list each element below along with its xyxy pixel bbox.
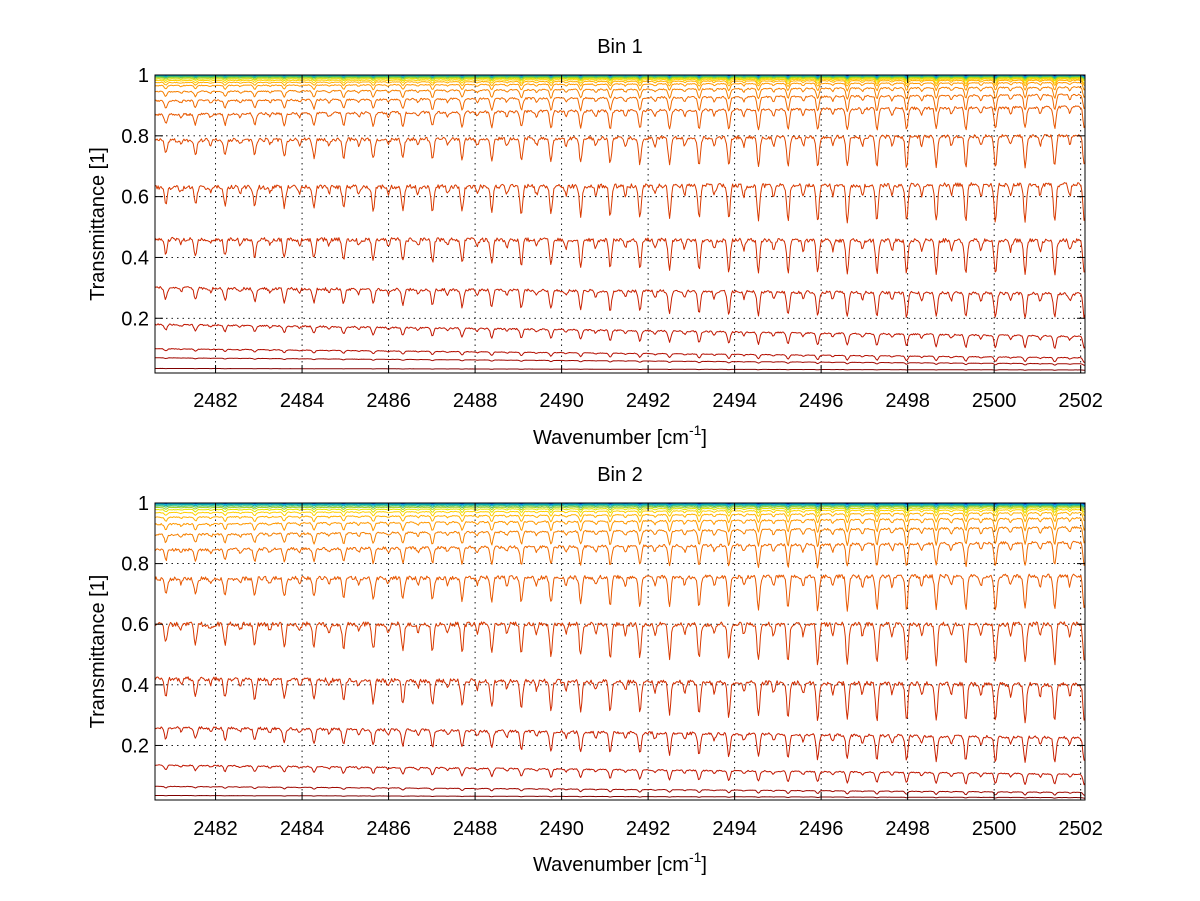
x-tick-label: 2492 (626, 390, 671, 412)
series-line (154, 511, 1086, 524)
x-tick-label: 2498 (885, 390, 930, 412)
y-tick-label: 0.6 (121, 187, 149, 209)
series-line (154, 507, 1086, 514)
series-line (155, 79, 1085, 87)
series-line (154, 367, 1085, 371)
series-line (154, 182, 1086, 224)
x-tick-label: 2492 (626, 818, 671, 840)
series-line (154, 86, 1086, 100)
x-tick-label: 2502 (1058, 390, 1103, 412)
series-line (154, 504, 1086, 508)
series-line (154, 506, 1086, 511)
series-line (155, 76, 1086, 81)
series-line (154, 78, 1086, 85)
plot-frame (154, 502, 1086, 801)
series-line (154, 621, 1085, 667)
x-tick-label: 2488 (453, 818, 498, 840)
x-tick-label: 2490 (539, 818, 584, 840)
y-tick-label: 0.8 (121, 126, 149, 148)
series-line (154, 348, 1086, 363)
x-tick-label: 2500 (972, 818, 1017, 840)
series-line (154, 676, 1086, 724)
chart-title: Bin 1 (597, 36, 643, 58)
x-axis-label: Wavenumber [cm-1] (533, 849, 707, 876)
x-tick-label: 2484 (280, 818, 325, 840)
y-tick-label: 0.4 (121, 675, 149, 697)
series-line (154, 503, 1086, 506)
y-tick-label: 1 (138, 65, 149, 87)
y-tick-label: 0.2 (121, 735, 149, 757)
x-axis-label: Wavenumber [cm-1] (533, 422, 707, 449)
series-line (154, 573, 1086, 612)
x-tick-label: 2496 (799, 390, 844, 412)
series-line (154, 93, 1086, 112)
x-tick-label: 2502 (1058, 818, 1103, 840)
y-tick-label: 0.4 (121, 247, 149, 269)
x-axis-label-suffix: ] (701, 427, 707, 449)
x-tick-label: 2498 (885, 818, 930, 840)
x-tick-label: 2488 (453, 390, 498, 412)
x-tick-label: 2482 (193, 818, 238, 840)
x-tick-label: 2490 (539, 390, 584, 412)
x-tick-label: 2482 (193, 390, 238, 412)
series-line (154, 764, 1086, 786)
x-tick-label: 2484 (280, 390, 325, 412)
series-line (154, 236, 1086, 276)
y-tick-label: 0.8 (121, 554, 149, 576)
x-axis-label-main: Wavenumber [cm (533, 427, 689, 449)
series-line (154, 105, 1086, 131)
y-tick-label: 0.6 (121, 614, 149, 636)
y-axis-label: Transmittance [1] (87, 575, 109, 729)
series-line (154, 505, 1086, 509)
x-tick-label: 2494 (712, 818, 757, 840)
y-tick-label: 0.2 (121, 308, 149, 330)
series-line (154, 540, 1086, 569)
series-line (154, 81, 1086, 92)
series-line (154, 526, 1086, 547)
series-line (154, 517, 1086, 533)
series-line (155, 76, 1086, 80)
series-line (154, 785, 1086, 796)
plot-frame (154, 74, 1086, 374)
series-line (155, 795, 1086, 799)
x-tick-label: 2494 (712, 390, 757, 412)
x-tick-label: 2486 (366, 818, 411, 840)
chart-title: Bin 2 (597, 464, 643, 486)
x-axis-label-suffix: ] (701, 854, 707, 876)
x-tick-label: 2500 (972, 390, 1017, 412)
series-line (154, 508, 1086, 518)
series-line (154, 77, 1085, 82)
chart-panel-bin-1: 2482 2484 2486 2488 2490 2492 2494 2496 2498 2500… (87, 36, 1103, 449)
y-axis-label: Transmittance [1] (87, 147, 109, 301)
series-line (154, 133, 1086, 169)
series-line (154, 323, 1086, 349)
series-line (154, 286, 1086, 319)
x-axis-label-superscript: -1 (689, 422, 702, 438)
x-axis-label-main: Wavenumber [cm (533, 854, 689, 876)
x-tick-label: 2496 (799, 818, 844, 840)
x-axis-label-superscript: -1 (689, 849, 702, 865)
series-line (154, 357, 1086, 366)
series-line (154, 726, 1086, 763)
y-tick-label: 1 (138, 493, 149, 515)
x-tick-label: 2486 (366, 390, 411, 412)
chart-panel-bin-2: 2482 2484 2486 2488 2490 2492 2494 2496 2498 2500… (87, 464, 1103, 876)
